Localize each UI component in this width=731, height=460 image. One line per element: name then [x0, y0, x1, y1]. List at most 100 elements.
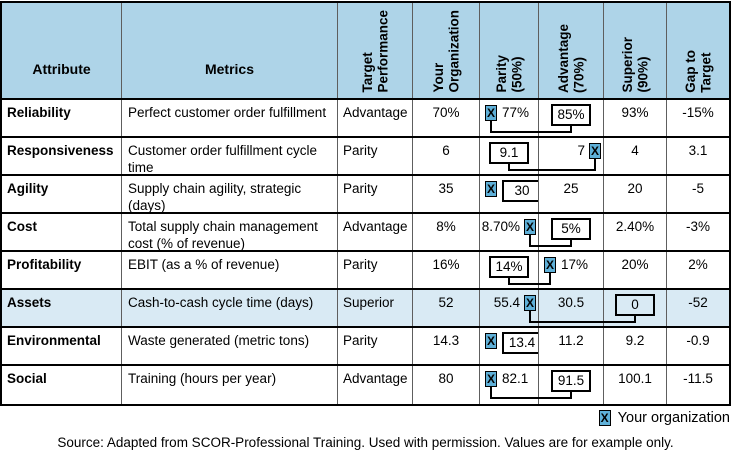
- table-row: Reliability Perfect customer order fulfil…: [2, 100, 729, 138]
- cell-attribute-value: Reliability: [7, 105, 71, 120]
- your-organization-marker-icon: X: [485, 333, 497, 349]
- column-header-target: Target Performance: [338, 3, 413, 98]
- table-row: Agility Supply chain agility, strategic (…: [2, 176, 729, 214]
- connector-line: [570, 392, 572, 397]
- table-row: Profitability EBIT (as a % of revenue) Par…: [2, 252, 729, 290]
- column-header-label: Metrics: [204, 61, 255, 77]
- connector-line: [490, 397, 572, 399]
- cell-your-organization-value: 14.3: [432, 333, 460, 348]
- cell-gap-to-target: -11.5: [667, 366, 729, 404]
- connector-line: [490, 131, 572, 133]
- metric-value: 30.5: [557, 295, 585, 310]
- cell-your-organization-value: 35: [438, 181, 454, 196]
- cell-target-performance: Advantage: [338, 214, 413, 250]
- your-organization-marker-icon: X: [544, 257, 556, 273]
- cell-gap-to-target: -15%: [667, 100, 729, 136]
- target-level-box: 30: [502, 180, 538, 202]
- column-header-advantage: Advantage (70%): [539, 3, 604, 98]
- cell-metric: Customer order fulfillment cycle time: [122, 138, 338, 174]
- cell-superior: 100.1: [604, 366, 667, 404]
- column-header-metric: Metrics: [122, 3, 338, 98]
- cell-attribute-value: Environmental: [7, 333, 101, 348]
- cell-target-performance: Advantage: [338, 366, 413, 404]
- cell-metric-value: Supply chain agility, strategic (days): [128, 181, 302, 212]
- connector-line: [508, 169, 596, 171]
- table-row: Social Training (hours per year) Advantage…: [2, 366, 729, 404]
- table-row: Responsiveness Customer order fulfillment…: [2, 138, 729, 176]
- cell-metric: EBIT (as a % of revenue): [122, 252, 338, 288]
- cell-your-organization: 80: [413, 366, 480, 404]
- cell-your-organization: 6: [413, 138, 480, 174]
- column-header-label: Attribute: [32, 61, 91, 77]
- cell-target-performance: Parity: [338, 176, 413, 212]
- metric-value: 20%: [621, 257, 649, 272]
- cell-parity: X 77%: [480, 100, 539, 136]
- cell-metric: Training (hours per year): [122, 366, 338, 404]
- connector-line: [529, 321, 636, 323]
- metric-value: 9.2: [625, 333, 645, 348]
- connector-line: [490, 387, 492, 397]
- metric-value: 7: [577, 143, 585, 158]
- cell-advantage: 30.5: [539, 290, 604, 326]
- column-header-attribute: Attribute: [2, 3, 122, 98]
- column-header-label: Parity (50%): [493, 55, 525, 93]
- metric-value: 8.70%: [481, 219, 520, 234]
- your-organization-marker-icon: X: [485, 371, 497, 387]
- cell-metric-value: Cash-to-cash cycle time (days): [128, 295, 314, 310]
- your-organization-marker-icon: X: [485, 181, 497, 197]
- connector-line: [529, 235, 531, 245]
- cell-gap-to-target-value: 2%: [688, 257, 708, 272]
- column-header-parity: Parity (50%): [480, 3, 539, 98]
- cell-your-organization: 70%: [413, 100, 480, 136]
- cell-gap-to-target: 3.1: [667, 138, 729, 174]
- table-body: Reliability Perfect customer order fulfil…: [2, 100, 729, 404]
- your-organization-marker-icon: X: [524, 295, 536, 311]
- target-level-box: 14%: [489, 256, 529, 278]
- cell-attribute-value: Cost: [7, 219, 37, 234]
- cell-parity: 9.1: [480, 138, 539, 174]
- cell-superior: 93%: [604, 100, 667, 136]
- cell-metric: Cash-to-cash cycle time (days): [122, 290, 338, 326]
- metric-value: 4: [631, 143, 639, 158]
- cell-your-organization-value: 6: [442, 143, 450, 158]
- your-organization-marker-icon: X: [485, 105, 497, 121]
- connector-line: [634, 316, 636, 321]
- connector-line: [508, 278, 510, 283]
- cell-advantage: 91.5: [539, 366, 604, 404]
- table-header-row: Attribute Metrics Target Performance Your O…: [2, 3, 729, 100]
- cell-attribute-value: Responsiveness: [7, 143, 114, 158]
- cell-attribute-value: Agility: [7, 181, 49, 196]
- cell-target-performance: Parity: [338, 252, 413, 288]
- cell-metric-value: Total supply chain management cost (% of…: [128, 219, 318, 250]
- cell-gap-to-target-value: -0.9: [686, 333, 710, 348]
- cell-gap-to-target-value: 3.1: [688, 143, 708, 158]
- cell-superior: 4: [604, 138, 667, 174]
- cell-target-performance-value: Parity: [343, 257, 378, 272]
- cell-superior: 0: [604, 290, 667, 326]
- cell-target-performance: Parity: [338, 138, 413, 174]
- cell-gap-to-target: -52: [667, 290, 729, 326]
- cell-parity: X 13.4: [480, 328, 539, 364]
- cell-your-organization-value: 80: [438, 371, 454, 386]
- your-organization-marker-icon: X: [524, 219, 536, 235]
- your-organization-marker-icon: X: [598, 410, 611, 426]
- cell-attribute: Profitability: [2, 252, 122, 288]
- cell-attribute-value: Assets: [7, 295, 52, 310]
- cell-your-organization-value: 52: [438, 295, 454, 310]
- cell-metric: Waste generated (metric tons): [122, 328, 338, 364]
- connector-line: [508, 164, 510, 169]
- cell-superior: 9.2: [604, 328, 667, 364]
- connector-line: [529, 311, 531, 321]
- connector-line: [549, 273, 551, 283]
- connector-line: [529, 245, 572, 247]
- cell-gap-to-target-value: -11.5: [683, 371, 713, 386]
- cell-target-performance: Advantage: [338, 100, 413, 136]
- cell-attribute: Reliability: [2, 100, 122, 136]
- column-header-label: Your Organization: [430, 10, 462, 93]
- target-level-box: 91.5: [551, 370, 591, 392]
- cell-attribute: Cost: [2, 214, 122, 250]
- cell-advantage: 11.2: [539, 328, 604, 364]
- connector-line: [490, 121, 492, 131]
- cell-parity: 14%: [480, 252, 539, 288]
